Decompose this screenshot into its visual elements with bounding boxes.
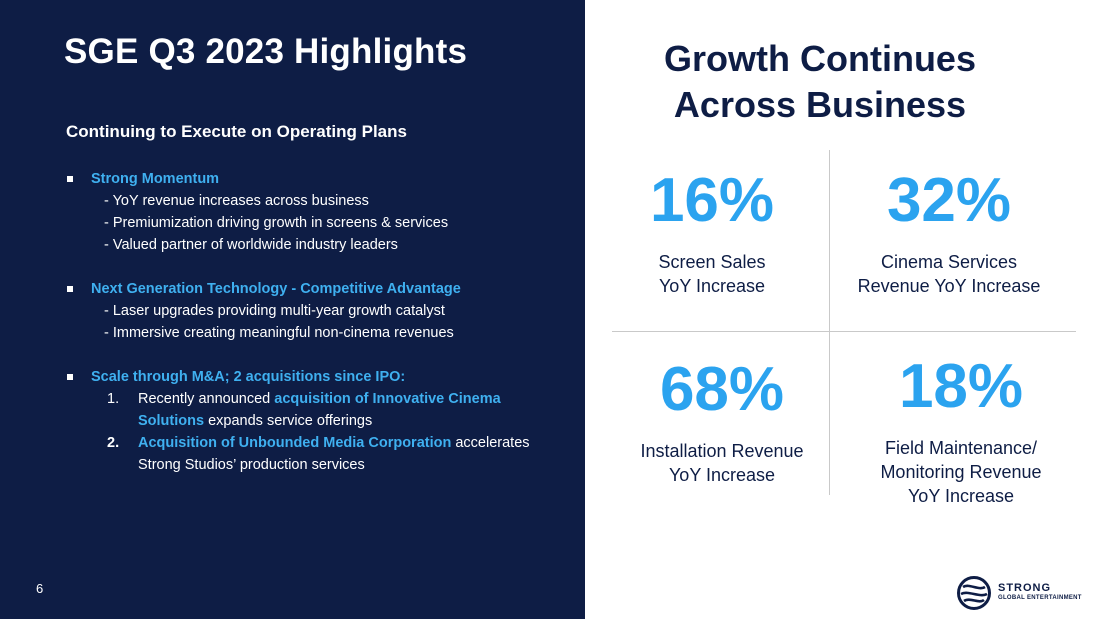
item-highlight: acquisition of Innovative Cinema Solutio… — [138, 391, 501, 429]
stat-screen-sales: 16% Screen Sales YoY Increase — [597, 166, 827, 298]
section-heading: Scale through M&A; 2 acquisitions since … — [91, 369, 406, 385]
grid-divider-vertical — [829, 150, 830, 495]
stat-value: 68% — [659, 355, 785, 424]
subtitle: Continuing to Execute on Operating Plans — [66, 122, 407, 141]
stat-field-maintenance: 18% Field Maintenance/ Monitoring Revenu… — [846, 352, 1076, 508]
stat-installation-revenue: 68% Installation Revenue YoY Increase — [607, 355, 837, 487]
item-highlight: Acquisition of Unbounded Media Corporati… — [138, 435, 452, 451]
stat-label: Screen Sales YoY Increase — [597, 250, 827, 298]
item-number: 1. — [107, 391, 120, 407]
stat-value: 16% — [649, 166, 775, 235]
growth-title-line: Across Business — [673, 84, 967, 125]
sub-point: - Valued partner of worldwide industry l… — [104, 237, 398, 253]
section-heading: Next Generation Technology - Competitive… — [91, 281, 461, 297]
sub-point: - Laser upgrades providing multi-year gr… — [104, 303, 445, 319]
numbered-item: 2. Acquisition of Unbounded Media Corpor… — [66, 432, 538, 476]
stat-cinema-services: 32% Cinema Services Revenue YoY Increase — [834, 166, 1064, 298]
item-text: Recently announced — [138, 391, 275, 407]
left-panel: SGE Q3 2023 Highlights Continuing to Exe… — [0, 0, 585, 619]
item-number: 2. — [107, 435, 120, 451]
sub-point: - Immersive creating meaningful non-cine… — [104, 325, 454, 341]
square-bullet-icon — [67, 374, 73, 380]
stat-label-line: Screen Sales — [658, 252, 766, 272]
item-text: expands service offerings — [204, 413, 373, 429]
right-panel: Growth Continues Across Business 16% Scr… — [585, 0, 1100, 619]
stat-label-line: Field Maintenance/ — [884, 438, 1038, 458]
page-number: 6 — [36, 581, 44, 596]
strong-logo: STRONG GLOBAL ENTERTAINMENT — [956, 575, 1086, 611]
globe-icon — [957, 576, 991, 610]
growth-title: Growth Continues Across Business — [585, 36, 1055, 128]
stat-label-line: YoY Increase — [668, 465, 776, 485]
stat-label: Cinema Services Revenue YoY Increase — [834, 250, 1064, 298]
stat-label: Field Maintenance/ Monitoring Revenue Yo… — [846, 436, 1076, 508]
logo-tagline: GLOBAL ENTERTAINMENT — [998, 595, 1082, 601]
square-bullet-icon — [67, 286, 73, 292]
section-strong-momentum: Strong Momentum - YoY revenue increases … — [66, 168, 566, 256]
bullet: Strong Momentum — [66, 168, 566, 190]
sub-point: - YoY revenue increases across business — [104, 193, 369, 209]
item-text: accelerates Strong Studios’ production s… — [138, 435, 530, 473]
slide-title: SGE Q3 2023 Highlights — [64, 32, 468, 71]
bullet: Next Generation Technology - Competitive… — [66, 278, 566, 300]
square-bullet-icon — [67, 176, 73, 182]
stat-label: Installation Revenue YoY Increase — [607, 439, 837, 487]
bullet: Scale through M&A; 2 acquisitions since … — [66, 366, 566, 388]
stat-label-line: YoY Increase — [907, 486, 1015, 506]
growth-title-line: Growth Continues — [664, 38, 976, 79]
sub-point: - Premiumization driving growth in scree… — [104, 215, 449, 231]
logo-name: STRONG — [998, 582, 1052, 594]
numbered-item: 1. Recently announced acquisition of Inn… — [66, 388, 548, 432]
grid-divider-horizontal — [612, 331, 1076, 332]
stat-label-line: Monitoring Revenue — [880, 462, 1042, 482]
stat-label-line: Revenue YoY Increase — [857, 276, 1041, 296]
stat-label-line: YoY Increase — [658, 276, 766, 296]
section-next-gen-technology: Next Generation Technology - Competitive… — [66, 278, 566, 344]
stat-label-line: Cinema Services — [880, 252, 1018, 272]
stat-value: 18% — [898, 352, 1024, 421]
stat-label-line: Installation Revenue — [640, 441, 804, 461]
section-scale-through-ma: Scale through M&A; 2 acquisitions since … — [66, 366, 566, 476]
stat-value: 32% — [886, 166, 1012, 235]
section-heading: Strong Momentum — [91, 171, 220, 187]
